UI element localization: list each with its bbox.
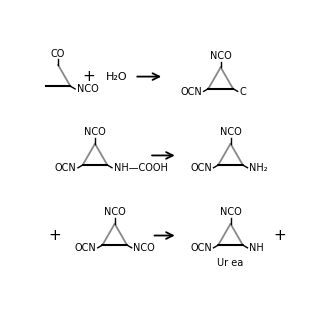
- Text: NCO: NCO: [84, 127, 106, 137]
- Text: NH₂: NH₂: [249, 163, 268, 173]
- Text: +: +: [273, 228, 286, 243]
- Text: C: C: [239, 87, 246, 97]
- Text: NCO: NCO: [220, 207, 241, 217]
- Text: NCO: NCO: [77, 84, 99, 94]
- Text: +: +: [83, 69, 95, 84]
- Text: OCN: OCN: [190, 163, 212, 173]
- Text: NCO: NCO: [210, 51, 232, 61]
- Text: OCN: OCN: [55, 163, 76, 173]
- Text: +: +: [48, 228, 61, 243]
- Text: NCO: NCO: [133, 243, 155, 253]
- Text: OCN: OCN: [180, 87, 202, 97]
- Text: NH—COOH: NH—COOH: [114, 163, 167, 173]
- Text: OCN: OCN: [190, 243, 212, 253]
- Text: NCO: NCO: [220, 127, 241, 137]
- Text: H₂O: H₂O: [106, 72, 128, 82]
- Text: Ur ea: Ur ea: [217, 258, 244, 268]
- Text: NH: NH: [249, 243, 264, 253]
- Text: CO: CO: [51, 49, 65, 59]
- Text: NCO: NCO: [104, 207, 125, 217]
- Text: OCN: OCN: [74, 243, 96, 253]
